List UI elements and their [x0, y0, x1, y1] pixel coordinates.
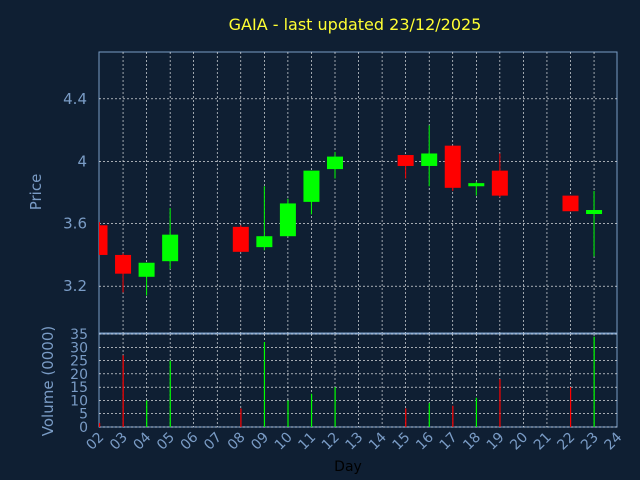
volume-tick-label: 10	[70, 393, 88, 409]
volume-axis-label: Volume (0000)	[39, 326, 57, 436]
candle-body	[232, 226, 249, 252]
candle	[444, 145, 461, 191]
day-tick-label: 11	[295, 430, 319, 454]
candle-body	[421, 153, 438, 166]
volume-bar	[334, 387, 336, 427]
day-tick-label: 18	[460, 430, 484, 454]
candle	[115, 253, 132, 293]
candle	[562, 195, 579, 212]
volume-bar	[240, 408, 242, 427]
candle	[256, 186, 273, 251]
day-tick-label: 17	[437, 430, 461, 454]
day-tick-label: 16	[413, 429, 437, 453]
volume-panel	[98, 333, 618, 428]
candle-body	[162, 234, 179, 262]
volume-bar	[99, 423, 101, 427]
volume-tick-label: 25	[70, 354, 88, 370]
day-tick-label: 09	[248, 430, 272, 454]
day-tick-label: 22	[554, 430, 578, 454]
volume-bar	[428, 403, 430, 427]
candle-body	[491, 170, 508, 196]
candle-body	[327, 156, 343, 170]
price-panel	[98, 51, 618, 334]
candle-body	[468, 183, 485, 187]
candle-body	[256, 236, 273, 248]
volume-tick-label: 15	[70, 380, 88, 396]
volume-bar	[263, 341, 266, 427]
day-tick-label: 08	[225, 430, 249, 454]
day-tick-label: 23	[578, 430, 602, 454]
day-tick-label: 03	[107, 430, 131, 454]
day-tick-label: 19	[484, 430, 508, 454]
candle	[491, 153, 508, 198]
day-tick-label: 12	[319, 430, 343, 454]
candles	[99, 125, 603, 296]
day-tick-label: 21	[531, 430, 555, 454]
candle-body	[138, 262, 155, 277]
candle	[138, 262, 155, 296]
price-tick-label: 3.2	[63, 277, 87, 295]
day-tick-label: 14	[366, 429, 390, 453]
day-tick-label: 04	[131, 429, 155, 453]
volume-y-ticks: 0 5 10 15 20 25 30 35	[70, 327, 88, 436]
price-tick-label: 4	[77, 152, 87, 170]
candle	[232, 225, 249, 252]
candle	[397, 155, 414, 179]
volume-bar	[475, 397, 477, 427]
candle-body	[444, 145, 461, 188]
price-axis-label: Price	[27, 174, 45, 211]
candle-body	[397, 155, 414, 166]
volume-tick-label: 0	[79, 420, 88, 436]
volume-bar	[452, 405, 454, 427]
candle	[327, 151, 343, 179]
volume-bar	[499, 379, 501, 427]
volume-bar	[310, 393, 313, 427]
volume-bars	[99, 336, 595, 427]
price-tick-label: 4.4	[63, 90, 87, 108]
candle	[421, 125, 438, 187]
candle-body	[562, 195, 579, 212]
candle	[586, 190, 603, 257]
day-ticks: 02 03 04 05 06 07 08 09 10 11 12 13 14 15 16 17 18 19 20 21…	[83, 429, 625, 453]
candle-body	[586, 210, 603, 215]
candle-body	[303, 170, 320, 202]
volume-tick-label: 35	[70, 327, 88, 343]
price-tick-label: 3.6	[63, 215, 87, 233]
volume-tick-label: 20	[70, 367, 88, 383]
volume-tick-label: 5	[79, 407, 88, 423]
day-tick-label: 07	[201, 430, 225, 454]
candle	[279, 198, 296, 237]
day-tick-label: 10	[272, 430, 296, 454]
candle-body	[99, 225, 108, 255]
x-axis-label: Day	[334, 459, 362, 475]
day-tick-label: 06	[178, 429, 202, 453]
candle-body	[279, 203, 296, 237]
candle	[468, 181, 485, 196]
candle	[162, 208, 179, 269]
day-tick-label: 20	[507, 430, 531, 454]
volume-bar	[169, 360, 171, 427]
day-tick-label: 13	[342, 430, 366, 454]
candle	[303, 170, 320, 215]
volume-bar	[405, 408, 407, 427]
day-tick-label: 24	[602, 429, 626, 453]
volume-bar	[122, 355, 124, 427]
price-y-ticks: 3.2 3.6 4 4.4	[63, 90, 87, 295]
volume-bar	[146, 400, 148, 427]
volume-bar	[570, 387, 572, 427]
volume-bar	[287, 400, 289, 427]
candle	[99, 222, 108, 255]
day-tick-label: 05	[154, 430, 178, 454]
volume-tick-label: 30	[70, 340, 88, 356]
day-tick-label: 15	[390, 430, 414, 454]
candle-body	[115, 254, 132, 274]
volume-bar	[593, 336, 595, 427]
chart-title: GAIA - last updated 23/12/2025	[229, 15, 482, 34]
